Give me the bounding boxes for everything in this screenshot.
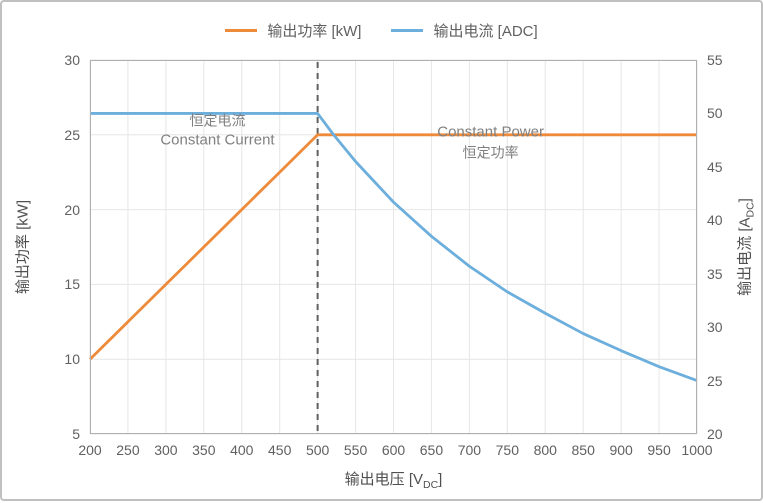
tick-label: 30: [64, 52, 80, 68]
tick-label: 40: [707, 212, 723, 228]
tick-label: 300: [154, 442, 177, 458]
tick-label: 20: [707, 426, 723, 442]
tick-label: 600: [382, 442, 405, 458]
tick-label: 35: [707, 266, 723, 282]
tick-label: 55: [707, 52, 723, 68]
chart-container: 输出功率 [kW] 输出电流 [ADC] 200 250 300 350 400 450 5…: [0, 0, 763, 501]
tick-label: 10: [64, 351, 80, 367]
tick-label: 950: [647, 442, 670, 458]
tick-label: 50: [707, 105, 723, 121]
tick-label: 250: [116, 442, 139, 458]
y-axis-left-label: 输出功率 [kW]: [12, 200, 33, 294]
x-axis-label: 输出电压 [VDC]: [345, 468, 443, 491]
tick-label: 750: [496, 442, 519, 458]
tick-label: 20: [64, 202, 80, 218]
tick-label: 45: [707, 159, 723, 175]
tick-label: 550: [344, 442, 367, 458]
tick-label: 900: [609, 442, 632, 458]
tick-label: 400: [230, 442, 253, 458]
tick-label: 200: [78, 442, 101, 458]
tick-label: 5: [72, 426, 80, 442]
plot-area: [90, 60, 697, 434]
tick-label: 800: [534, 442, 557, 458]
tick-label: 500: [306, 442, 329, 458]
tick-label: 30: [707, 319, 723, 335]
tick-label: 25: [64, 127, 80, 143]
tick-label: 650: [420, 442, 443, 458]
tick-label: 25: [707, 373, 723, 389]
tick-label: 350: [192, 442, 215, 458]
tick-label: 850: [572, 442, 595, 458]
tick-label: 450: [268, 442, 291, 458]
tick-label: 15: [64, 276, 80, 292]
tick-label: 700: [458, 442, 481, 458]
y-axis-right-label: 输出电流 [ADC]: [734, 198, 757, 296]
tick-label: 1000: [681, 442, 712, 458]
